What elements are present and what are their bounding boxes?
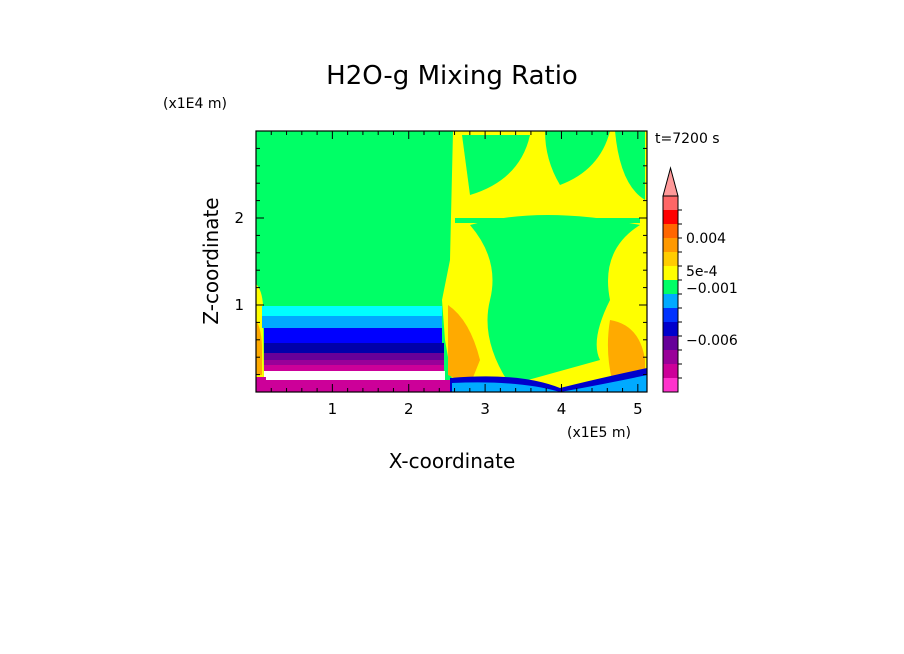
x-tick-label: 1 [328, 400, 338, 418]
field-right-green-1 [462, 135, 530, 195]
layer-bottom-magenta [256, 380, 451, 392]
y-tick-labels: 12 [234, 209, 244, 314]
heatmap-field [256, 131, 647, 392]
colorbar-labels: 0.004 5e-4−0.001 −0.006 [686, 231, 738, 349]
colorbar-segment [663, 336, 678, 350]
field-right-green-center [470, 215, 640, 385]
x-tick-labels: 1 2 3 4 5 [328, 400, 643, 418]
colorbar-segment [663, 252, 678, 266]
layer-purple [264, 353, 444, 360]
x-axis-label: X-coordinate [389, 449, 516, 473]
colorbar-segment [663, 350, 678, 364]
field-right-bottom-light [452, 375, 647, 392]
y-axis-label: Z-coordinate [199, 197, 223, 324]
colorbar-label: 0.004 [686, 231, 726, 247]
colorbar-segment [663, 294, 678, 308]
field-right-band-2 [455, 218, 640, 223]
field-right-green-3 [615, 131, 645, 200]
colorbar-segment [663, 364, 678, 378]
x-tick-label: 2 [404, 400, 414, 418]
colorbar-label: 5e-4 [686, 264, 718, 280]
colorbar-segment [663, 210, 678, 224]
tick-marks [256, 131, 647, 392]
plot-frame [255, 130, 648, 393]
colorbar-label: −0.001 [686, 281, 738, 297]
layer-blue [264, 328, 442, 343]
layer-dark-blue [264, 343, 444, 353]
colorbar-segment [663, 280, 678, 294]
colorbar-segment [663, 378, 678, 392]
chart-title: H2O-g Mixing Ratio [326, 61, 578, 91]
colorbar-segment [663, 266, 678, 280]
layer-left-magenta [256, 377, 266, 392]
layer-light-blue [262, 316, 442, 328]
layer-violet [264, 360, 444, 365]
colorbar-segment [663, 196, 678, 210]
field-right-green-2 [545, 131, 610, 185]
colorbar-segment [663, 322, 678, 336]
x-scale-label: (x1E5 m) [567, 425, 631, 441]
x-tick-label: 3 [480, 400, 490, 418]
y-tick-label: 2 [234, 209, 244, 227]
layer-magenta [264, 365, 444, 371]
colorbar-segment [663, 238, 678, 252]
x-tick-label: 4 [557, 400, 567, 418]
colorbar [662, 166, 682, 393]
colorbar-extend-triangle [662, 166, 679, 197]
time-label: t=7200 s [655, 131, 720, 147]
layer-white [264, 371, 445, 380]
field-right-orange-right [607, 320, 645, 385]
y-scale-label: (x1E4 m) [163, 96, 227, 112]
plot-area [255, 130, 648, 393]
x-tick-label: 5 [633, 400, 643, 418]
colorbar-label: −0.006 [686, 333, 738, 349]
field-right-band-1 [455, 205, 640, 214]
colorbar-segment [663, 224, 678, 238]
field-left-orange [256, 320, 262, 375]
y-tick-label: 1 [234, 296, 244, 314]
field-right-orange-left [448, 305, 480, 385]
colorbar-segment [663, 308, 678, 322]
layer-cyan [262, 306, 442, 316]
